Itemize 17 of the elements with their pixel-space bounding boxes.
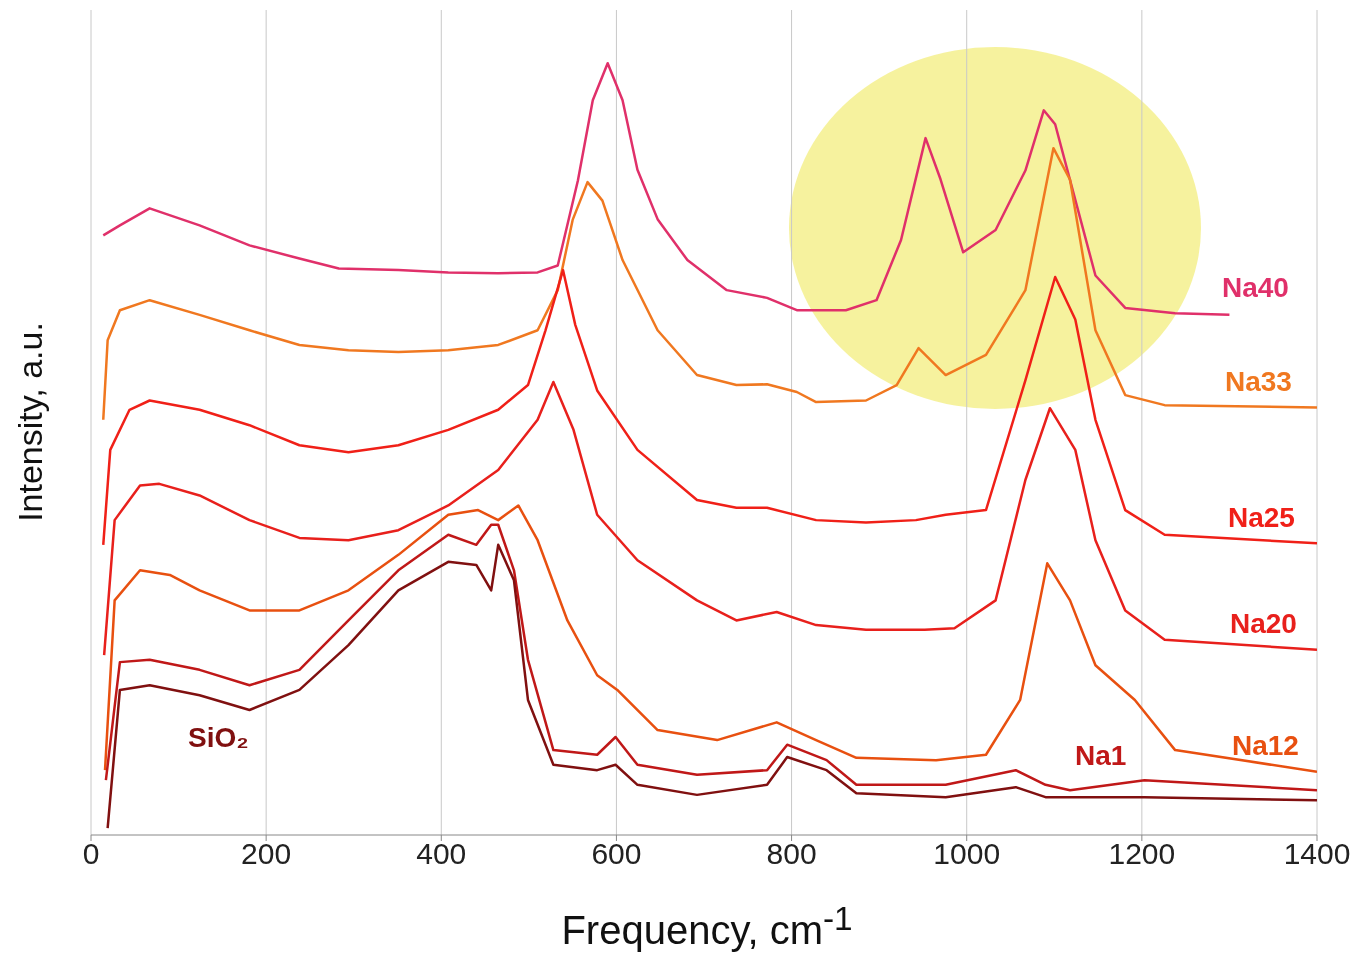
x-tick-label: 1400	[1283, 837, 1351, 871]
series-label: Na20	[1230, 608, 1297, 640]
x-axis-title: Frequency, cm$^{-1}$	[560, 900, 854, 954]
series-label: Na25	[1228, 502, 1295, 534]
series-label: Na12	[1232, 730, 1299, 762]
series-label: Na33	[1225, 366, 1292, 398]
x-tick-label: 1200	[1108, 837, 1176, 871]
x-tick-label: 400	[416, 837, 467, 871]
x-tick-label: 800	[766, 837, 817, 871]
x-tick-label: 200	[241, 837, 292, 871]
x-tick-label: 1000	[933, 837, 1001, 871]
y-axis-title: Intensity, a.u.	[10, 322, 50, 522]
series-label: Na40	[1222, 272, 1289, 304]
x-tick-label: 600	[591, 837, 642, 871]
x-tick-label: 0	[82, 837, 100, 871]
series-label: Na1	[1075, 740, 1127, 772]
series-label: SiO₂	[188, 722, 249, 754]
